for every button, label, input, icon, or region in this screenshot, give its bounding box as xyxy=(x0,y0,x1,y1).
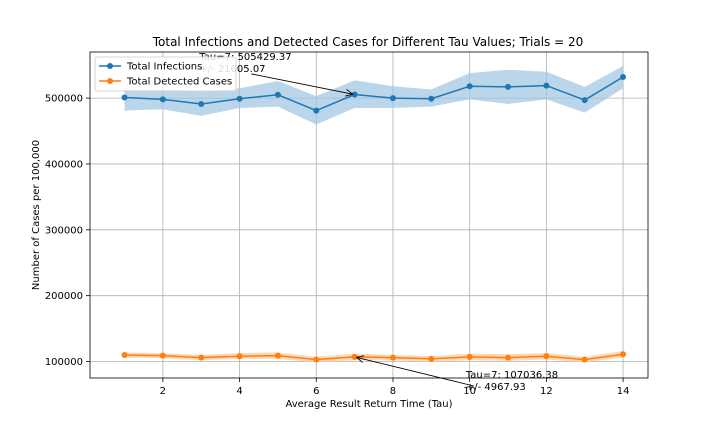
series-line-infections xyxy=(124,76,624,112)
legend-box xyxy=(94,56,237,92)
data-point-detected xyxy=(620,351,627,358)
confidence-band-infections xyxy=(124,65,624,125)
data-point-infections xyxy=(543,82,550,89)
data-point-detected xyxy=(351,353,358,360)
data-point-infections xyxy=(428,95,435,102)
plot-frame xyxy=(89,51,649,379)
data-point-infections xyxy=(505,83,512,90)
data-point-detected xyxy=(389,354,396,361)
data-point-detected xyxy=(543,353,550,360)
legend-marker-detected xyxy=(107,78,113,84)
data-point-infections xyxy=(121,94,128,101)
data-point-detected xyxy=(159,352,166,359)
data-point-detected xyxy=(274,352,281,359)
x-tick-label: 4 xyxy=(236,386,242,397)
x-tick-label: 2 xyxy=(160,386,166,397)
y-tick-label: 200000 xyxy=(45,291,83,302)
data-point-infections xyxy=(236,95,243,102)
data-point-infections xyxy=(274,91,281,98)
annotation-arrow xyxy=(356,356,474,387)
data-point-infections xyxy=(198,101,205,108)
data-point-infections xyxy=(159,96,166,103)
data-point-infections xyxy=(389,95,396,102)
legend-marker-infections xyxy=(107,63,113,69)
annotation-value-label: Tau=7: 505429.37 xyxy=(198,52,291,63)
series-line-detected xyxy=(124,353,624,361)
data-point-infections xyxy=(313,107,320,114)
data-point-detected xyxy=(466,353,473,360)
x-tick-label: 12 xyxy=(540,386,553,397)
legend-label-infections: Total Infections xyxy=(126,62,202,73)
x-tick-label: 10 xyxy=(463,386,476,397)
y-tick-label: 400000 xyxy=(45,159,83,170)
annotation-value-label: Tau=7: 107036.38 xyxy=(465,370,558,381)
annotation-arrowhead xyxy=(344,88,354,97)
data-point-detected xyxy=(505,354,512,361)
x-tick-label: 8 xyxy=(390,386,396,397)
data-point-infections xyxy=(581,97,588,104)
x-tick-label: 6 xyxy=(313,386,319,397)
data-point-infections xyxy=(351,91,358,98)
annotation-error-label: +/- 4967.93 xyxy=(466,382,526,393)
data-point-infections xyxy=(466,83,473,90)
x-axis-label: Average Result Return Time (Tau) xyxy=(285,399,452,410)
x-tick-label: 14 xyxy=(617,386,630,397)
data-point-detected xyxy=(428,355,435,362)
y-tick-label: 100000 xyxy=(45,357,83,368)
data-point-detected xyxy=(121,351,128,358)
data-point-infections xyxy=(620,74,627,81)
data-point-detected xyxy=(198,354,205,361)
annotation-arrow xyxy=(251,73,353,95)
data-point-detected xyxy=(581,356,588,363)
y-tick-label: 300000 xyxy=(45,225,83,236)
plot-area: 2 4 6 8 10 12 14 100000 200000 300000 400000 500000… xyxy=(45,51,649,397)
chart-title: Total Infections and Detected Cases for … xyxy=(152,35,584,49)
data-point-detected xyxy=(313,356,320,363)
legend-label-detected: Total Detected Cases xyxy=(126,77,232,88)
y-axis-label: Number of Cases per 100,000 xyxy=(31,140,42,290)
y-tick-label: 500000 xyxy=(45,94,83,105)
annotation-arrowhead xyxy=(355,355,365,363)
data-point-detected xyxy=(236,353,243,360)
